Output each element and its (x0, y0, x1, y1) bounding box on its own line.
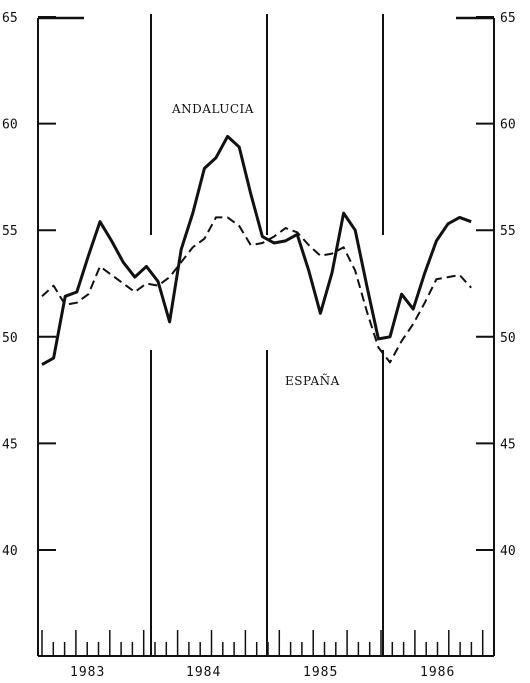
x-year-label: 1986 (420, 665, 455, 680)
series-line-andalucia (41, 134, 472, 366)
series-line-espana (41, 216, 472, 364)
x-year-label: 1983 (70, 665, 105, 680)
x-year-label: 1984 (186, 665, 221, 680)
y-tick-label-left: 50 (2, 331, 18, 346)
series-label-espana: ESPAÑA (285, 373, 340, 388)
y-tick-label-right: 45 (500, 437, 516, 452)
y-tick-label-left: 60 (2, 118, 18, 133)
series-lines (41, 134, 472, 366)
y-tick-label-left: 40 (2, 544, 18, 559)
y-tick-label-right: 65 (500, 11, 516, 26)
y-tick-label-left: 65 (2, 11, 18, 26)
y-axis-right: 40 45 50 55 60 65 (476, 11, 516, 559)
y-tick-label-right: 60 (500, 118, 516, 133)
x-axis-year-labels: 1983 1984 1985 1986 (70, 665, 455, 680)
y-axis-left: 40 45 50 55 60 65 (2, 11, 56, 559)
y-tick-label-right: 50 (500, 331, 516, 346)
y-tick-label-right: 55 (500, 224, 516, 239)
y-tick-label-left: 45 (2, 437, 18, 452)
year-dividers (150, 14, 384, 656)
series-label-andalucia: ANDALUCIA (171, 102, 254, 116)
y-tick-label-right: 40 (500, 544, 516, 559)
y-tick-label-left: 55 (2, 224, 18, 239)
x-year-label: 1985 (303, 665, 338, 680)
